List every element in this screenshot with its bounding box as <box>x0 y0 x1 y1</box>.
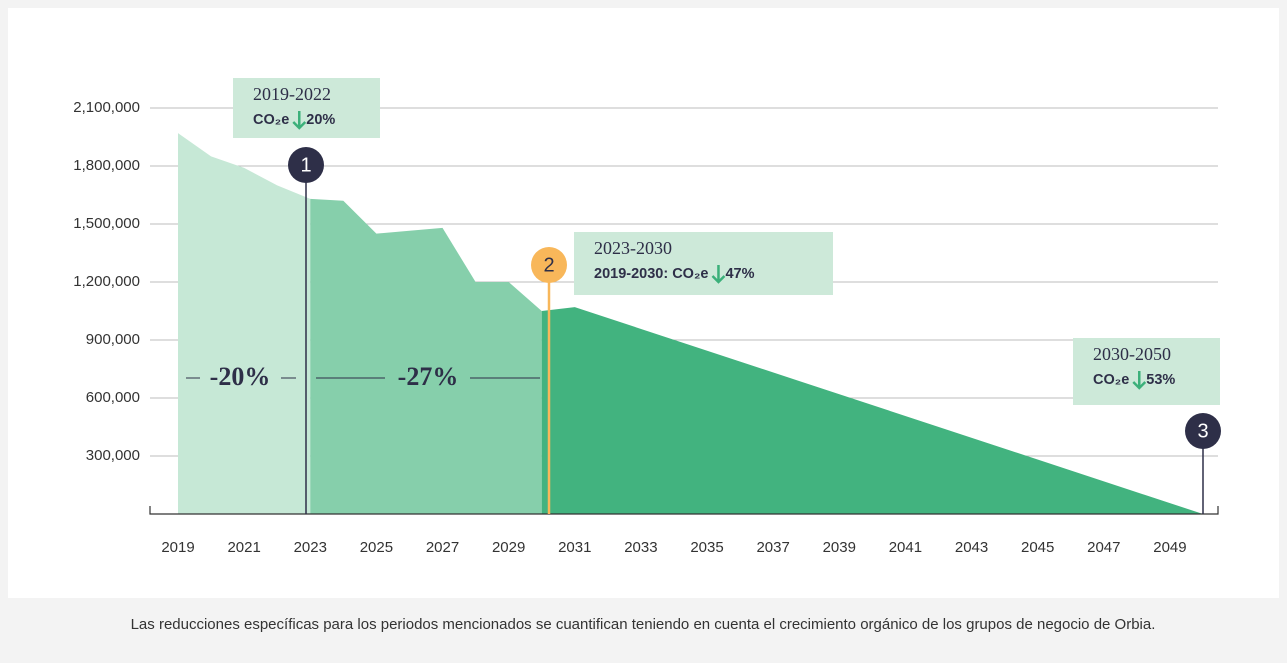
annotation-box <box>233 78 380 138</box>
x-tick-label: 2021 <box>227 539 260 556</box>
footnote: Las reducciones específicas para los per… <box>131 616 1156 633</box>
x-tick-label: 2027 <box>426 539 459 556</box>
annotation-period: 2023-2030 <box>594 238 672 258</box>
y-tick-label: 300,000 <box>86 447 140 464</box>
annotation-box <box>1073 338 1220 405</box>
x-tick-label: 2037 <box>756 539 789 556</box>
x-tick-label: 2047 <box>1087 539 1120 556</box>
marker-label: 3 <box>1197 420 1208 442</box>
y-tick-label: 1,200,000 <box>73 273 140 290</box>
x-tick-label: 2039 <box>823 539 856 556</box>
x-tick-label: 2035 <box>690 539 723 556</box>
annotation-period: 2030-2050 <box>1093 344 1171 364</box>
segment-label: -27% <box>398 362 459 391</box>
area <box>178 133 311 514</box>
annotation-box <box>574 232 833 295</box>
annotation-metric: CO₂e <box>1093 372 1129 388</box>
x-tick-label: 2029 <box>492 539 525 556</box>
marker <box>1185 413 1221 449</box>
x-tick-label: 2041 <box>889 539 922 556</box>
marker-label: 2 <box>543 254 554 276</box>
marker <box>531 247 567 283</box>
annotation-change: 53% <box>1146 372 1175 388</box>
x-tick-label: 2049 <box>1153 539 1186 556</box>
annotation-change: 20% <box>306 112 335 128</box>
x-tick-label: 2033 <box>624 539 657 556</box>
segment-label: -20% <box>210 362 271 391</box>
y-tick-label: 600,000 <box>86 389 140 406</box>
marker-label: 1 <box>300 154 311 176</box>
marker <box>288 147 324 183</box>
annotation-change: 47% <box>725 266 754 282</box>
x-tick-label: 2019 <box>161 539 194 556</box>
x-tick-label: 2025 <box>360 539 393 556</box>
area <box>310 198 542 514</box>
annotation-metric: CO₂e <box>253 112 289 128</box>
down-arrow <box>1132 371 1147 390</box>
down-arrow <box>711 265 726 284</box>
x-tick-label: 2043 <box>955 539 988 556</box>
x-axis <box>149 506 1219 515</box>
y-tick-label: 900,000 <box>86 331 140 348</box>
x-tick-label: 2031 <box>558 539 591 556</box>
x-tick-label: 2023 <box>294 539 327 556</box>
y-tick-label: 1,800,000 <box>73 157 140 174</box>
area <box>541 307 1203 514</box>
annotation-metric: 2019-2030: CO₂e <box>594 266 708 282</box>
y-tick-label: 1,500,000 <box>73 215 140 232</box>
down-arrow <box>292 111 307 130</box>
y-tick-label: 2,100,000 <box>73 99 140 116</box>
annotation-period: 2019-2022 <box>253 84 331 104</box>
x-tick-label: 2045 <box>1021 539 1054 556</box>
